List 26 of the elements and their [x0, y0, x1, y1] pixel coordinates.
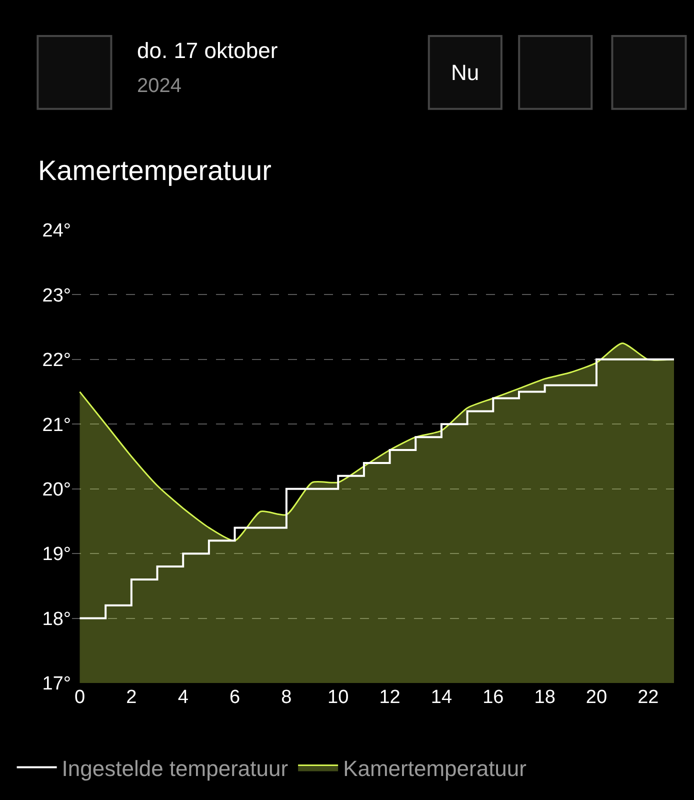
- x-tick-label: 4: [178, 687, 189, 708]
- y-tick-label: 18°: [42, 608, 71, 630]
- x-tick-label: 6: [229, 687, 240, 708]
- x-tick-label: 8: [281, 687, 292, 708]
- x-tick-label: 2: [126, 687, 137, 708]
- x-tick-label: 18: [534, 687, 556, 708]
- text: 2024: [137, 75, 182, 97]
- y-tick-label: 19°: [42, 544, 71, 566]
- x-tick-label: 12: [379, 687, 400, 708]
- x-tick-label: 16: [482, 687, 504, 708]
- x-tick-label: 20: [586, 687, 608, 708]
- x-tick-label: 0: [74, 687, 86, 708]
- y-tick-label: 22°: [42, 350, 71, 372]
- x-tick-label: 22: [638, 687, 659, 708]
- y-tick-label: 17°: [42, 674, 71, 695]
- y-tick-label: 20°: [42, 480, 71, 501]
- chart-title: Kamertemperatuur: [38, 154, 272, 186]
- text: Nu: [451, 60, 480, 85]
- legend-label: Kamertemperatuur: [343, 756, 526, 781]
- y-tick-label: 21°: [42, 414, 71, 436]
- x-tick-label: 14: [430, 687, 452, 708]
- text: do. 17 oktober: [137, 38, 278, 63]
- y-tick-label: 23°: [42, 285, 71, 306]
- y-tick-label: 24°: [42, 220, 71, 242]
- x-tick-label: 10: [328, 687, 349, 708]
- legend-label: Ingestelde temperatuur: [62, 756, 288, 781]
